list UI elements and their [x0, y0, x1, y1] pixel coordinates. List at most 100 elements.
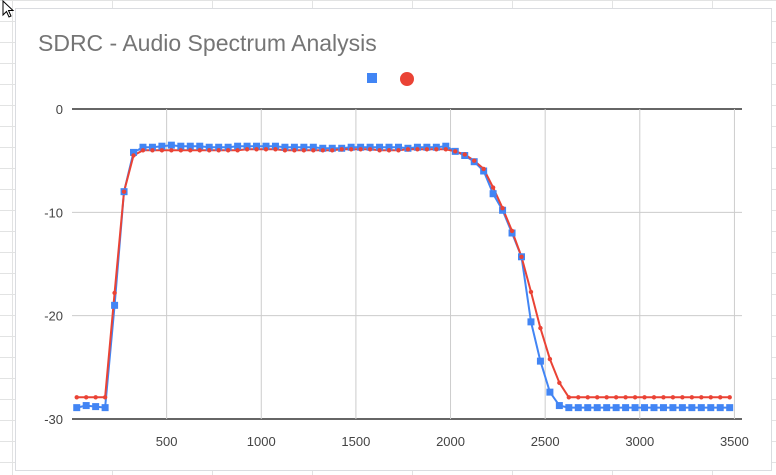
series-2-point — [207, 148, 212, 153]
series-2-point — [367, 147, 373, 152]
series-2-point — [453, 149, 458, 154]
y-tick-label: -20 — [44, 309, 63, 324]
series-2-point — [595, 395, 600, 400]
series-1-point — [82, 402, 90, 410]
series-2-point — [500, 206, 505, 211]
series-1-point — [92, 403, 100, 411]
series-1-point — [603, 404, 611, 412]
series-2-point — [282, 148, 288, 153]
series-2-point — [613, 395, 619, 400]
series-2-point — [708, 395, 713, 400]
series-1-point — [196, 142, 204, 150]
series-2-point — [576, 395, 581, 400]
series-2-point — [632, 395, 638, 400]
series-1-point — [527, 318, 535, 326]
legend-marker-series-1 — [367, 73, 377, 83]
series-2-point — [718, 395, 723, 400]
series-2-point — [197, 148, 202, 153]
series-2-point — [235, 148, 240, 153]
series-1-point — [394, 143, 402, 151]
series-1-point — [678, 404, 686, 412]
series-2-point — [188, 148, 193, 153]
series-2-point — [330, 148, 335, 153]
series-2-point — [254, 147, 259, 152]
x-tick-label: 2500 — [531, 434, 560, 449]
series-1-point — [177, 142, 185, 150]
series-1-point — [205, 143, 213, 151]
series-2-point — [301, 148, 307, 153]
series-1-point — [385, 143, 393, 151]
series-2-point — [320, 148, 325, 153]
series-2-point — [74, 395, 79, 400]
y-tick-label: 0 — [56, 102, 63, 117]
series-1-point — [148, 143, 156, 151]
series-2-point — [651, 395, 657, 400]
series-1-point — [442, 142, 450, 150]
series-1-point — [612, 404, 620, 412]
mouse-cursor-icon — [2, 0, 15, 18]
series-2-point — [377, 148, 382, 153]
series-1-point — [631, 404, 639, 412]
series-1-point — [281, 143, 289, 151]
series-2-point — [83, 395, 89, 400]
series-2-point — [661, 395, 666, 400]
series-1-point — [253, 142, 261, 150]
series-1-point — [659, 404, 667, 412]
series-2-point — [159, 148, 165, 153]
series-2-point — [471, 158, 477, 163]
series-2-point — [434, 147, 439, 152]
series-2-point — [225, 148, 231, 153]
series-2-point — [358, 147, 363, 152]
series-1-point — [271, 142, 279, 150]
legend-marker-series-2 — [400, 72, 414, 86]
series-1-point — [697, 404, 705, 412]
series-2-point — [557, 380, 562, 386]
series-1-point — [243, 142, 251, 150]
series-2-point — [699, 395, 704, 400]
series-2-point — [490, 185, 496, 190]
x-tick-label: 1000 — [247, 434, 276, 449]
series-1-point — [669, 404, 677, 412]
series-2-point — [604, 395, 609, 400]
series-2-point — [623, 395, 628, 400]
x-tick-label: 1500 — [341, 434, 370, 449]
x-tick-label: 500 — [156, 434, 178, 449]
series-1-point — [593, 404, 601, 412]
series-2-point — [150, 148, 155, 153]
series-2-point — [528, 289, 534, 295]
series-1-point — [290, 143, 298, 151]
series-1-point — [584, 404, 592, 412]
series-2-point — [263, 147, 269, 152]
series-1-point — [262, 142, 270, 150]
x-tick-label: 2000 — [436, 434, 465, 449]
series-2-point — [727, 395, 732, 400]
series-1-point — [650, 404, 658, 412]
series-1-point — [489, 190, 497, 198]
series-2-point — [292, 148, 297, 153]
series-2-point — [547, 356, 553, 362]
series-1-point — [309, 143, 317, 151]
series-1-point — [215, 143, 223, 151]
series-1-point — [130, 148, 138, 156]
series-2-point — [140, 148, 146, 153]
y-tick-label: -10 — [44, 205, 63, 220]
chart-title: SDRC - Audio Spectrum Analysis — [38, 30, 377, 56]
series-1-point — [101, 404, 109, 412]
series-2-point — [112, 290, 117, 296]
series-2-point — [424, 147, 430, 152]
series-2-point — [93, 395, 98, 400]
series-2-point — [348, 147, 354, 152]
series-2-point — [178, 148, 184, 153]
series-2-line — [76, 148, 730, 399]
series-2-point — [519, 254, 524, 259]
series-1-point — [111, 301, 119, 309]
series-1-point — [167, 141, 175, 149]
series-2-point — [680, 395, 685, 400]
series-1-point — [707, 404, 715, 412]
series-2-point — [509, 228, 515, 234]
series-1-point — [234, 142, 242, 150]
series-2-point — [169, 148, 174, 153]
chart-card[interactable] — [15, 8, 772, 471]
series-2-point — [689, 395, 695, 400]
